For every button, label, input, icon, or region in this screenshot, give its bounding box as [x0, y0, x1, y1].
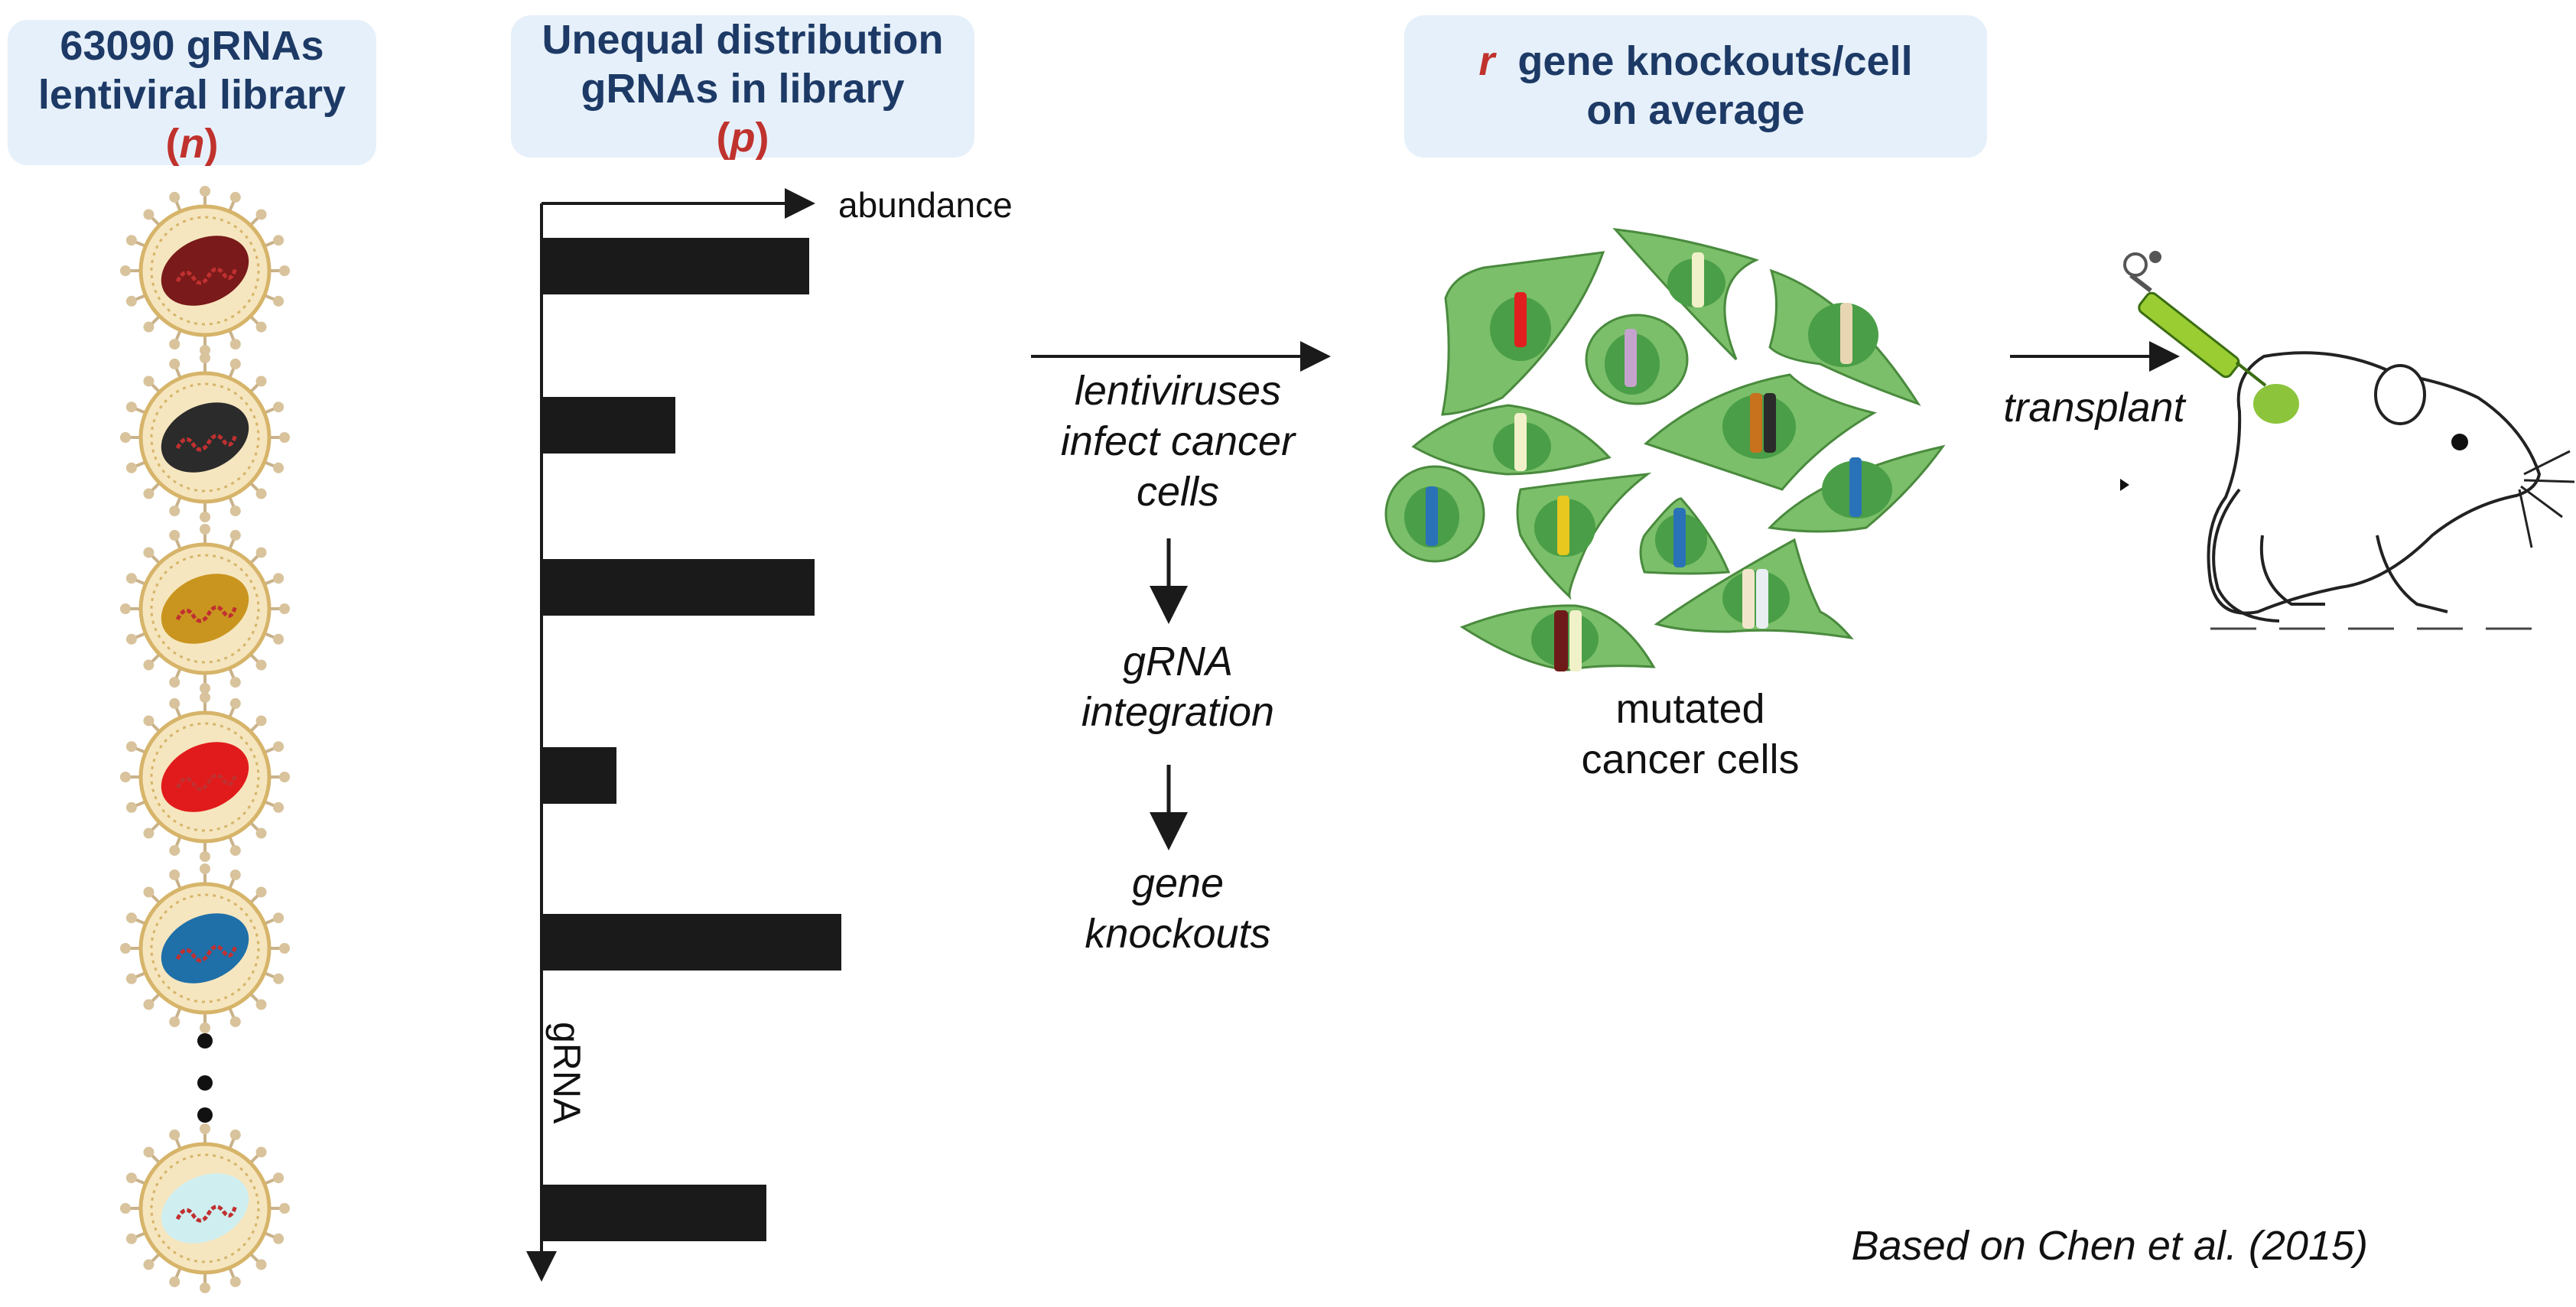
- cancer-cell: [1516, 472, 1652, 600]
- distribution-header: Unequal distribution gRNAs in library (p…: [511, 15, 974, 161]
- step2-line1: gRNA: [1122, 639, 1234, 684]
- cancer-cell: [1411, 404, 1612, 476]
- mouse-illustration: [2123, 251, 2575, 630]
- step1-line2: infect cancer: [1060, 418, 1296, 464]
- cancer-cell: [1639, 497, 1731, 575]
- library-header-line1: 63090 gRNAs: [60, 23, 324, 69]
- step1-line1: lentiviruses: [1074, 368, 1282, 414]
- cancer-cell: [1441, 251, 1605, 416]
- cancer-cells-cluster: [1384, 228, 1946, 671]
- knockouts-variable: r: [1478, 38, 1495, 84]
- lentivirus-icon: [120, 186, 290, 356]
- cancer-cell: [1768, 268, 1921, 406]
- bar: [542, 1185, 766, 1241]
- lentivirus-icon: [120, 692, 290, 862]
- cells-caption: mutated cancer cells: [1522, 684, 1859, 785]
- distribution-variable: p: [730, 115, 756, 161]
- bar: [542, 747, 616, 804]
- lentivirus-icon: [120, 353, 290, 522]
- x-axis-label: abundance: [838, 185, 1013, 225]
- cells-caption-line1: mutated: [1615, 686, 1765, 732]
- cancer-cell: [1612, 228, 1760, 361]
- lentivirus-icon: [120, 1123, 290, 1293]
- ellipsis-dots: [197, 1033, 213, 1123]
- cancer-cell: [1767, 444, 1946, 533]
- lentivirus-icon: [120, 524, 290, 694]
- syringe-icon: [2123, 251, 2267, 387]
- cancer-cell: [1644, 373, 1877, 491]
- step2-line2: integration: [1081, 689, 1275, 735]
- citation: Based on Chen et al. (2015): [1851, 1223, 2368, 1269]
- knockouts-header: r gene knockouts/cell on average: [1404, 15, 1987, 158]
- cells-caption-line2: cancer cells: [1581, 736, 1800, 782]
- library-header: 63090 gRNAs lentiviral library (n): [8, 20, 376, 167]
- step3-line2: knockouts: [1085, 911, 1271, 957]
- step1-caption: lentiviruses infect cancer cells: [1010, 366, 1346, 517]
- lentivirus-column: [120, 186, 290, 1293]
- step2-caption: gRNA integration: [1010, 636, 1346, 737]
- bar: [542, 238, 809, 294]
- step3-line1: gene: [1131, 860, 1225, 906]
- bar: [542, 397, 675, 454]
- lentivirus-icon: [120, 863, 290, 1033]
- knockouts-header-line1: gene knockouts/cell: [1517, 38, 1913, 84]
- grna-abundance-chart: abundance gRNA: [526, 185, 1013, 1282]
- distribution-header-line2: gRNAs in library: [581, 66, 905, 112]
- cancer-cell: [1459, 604, 1656, 671]
- knockouts-header-line2: on average: [1586, 87, 1805, 133]
- cancer-cell: [1654, 538, 1854, 640]
- library-variable: n: [179, 121, 205, 167]
- small-pointer-icon: [2120, 479, 2129, 491]
- step1-line3: cells: [1136, 469, 1220, 515]
- distribution-header-line1: Unequal distribution: [542, 17, 944, 63]
- transplant-caption: transplant: [2003, 385, 2185, 431]
- library-header-line2: lentiviral library: [37, 72, 346, 118]
- bar: [542, 914, 841, 970]
- y-axis-label: gRNA: [545, 1022, 588, 1124]
- step3-caption: gene knockouts: [1010, 858, 1346, 959]
- cancer-cell: [1384, 465, 1485, 563]
- cancer-cell: [1585, 314, 1689, 405]
- bar: [542, 559, 815, 616]
